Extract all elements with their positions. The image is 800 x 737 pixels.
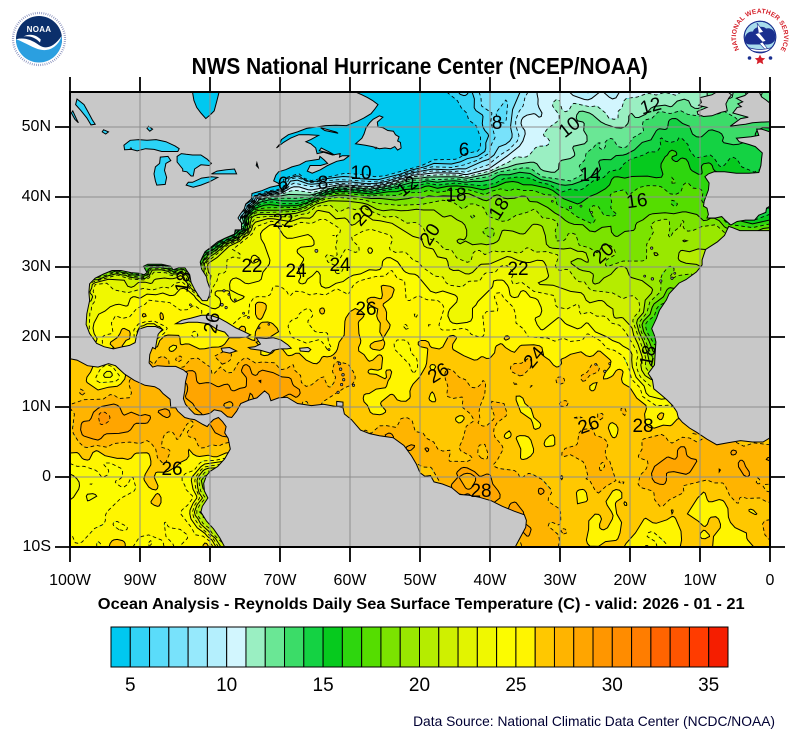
svg-text:24: 24 [329,255,351,276]
svg-text:18: 18 [636,343,661,368]
svg-text:26: 26 [200,311,224,335]
svg-text:22: 22 [241,256,262,277]
svg-text:10: 10 [350,163,371,184]
svg-text:8: 8 [492,113,503,134]
svg-text:6: 6 [459,140,470,161]
svg-text:18: 18 [445,185,466,206]
svg-text:28: 28 [470,481,491,502]
svg-text:16: 16 [625,190,649,214]
svg-text:NATIONAL WEATHER SERVICE: NATIONAL WEATHER SERVICE [731,8,789,53]
svg-text:18: 18 [172,270,196,294]
svg-text:26: 26 [161,459,182,480]
svg-text:26: 26 [355,299,376,320]
svg-text:28: 28 [632,416,653,437]
svg-text:14: 14 [579,165,601,186]
svg-text:22: 22 [272,211,293,232]
svg-text:22: 22 [507,259,528,280]
svg-text:8: 8 [318,173,329,194]
svg-text:NOAA: NOAA [27,25,52,34]
svg-text:6: 6 [278,174,289,195]
svg-text:24: 24 [285,261,307,282]
